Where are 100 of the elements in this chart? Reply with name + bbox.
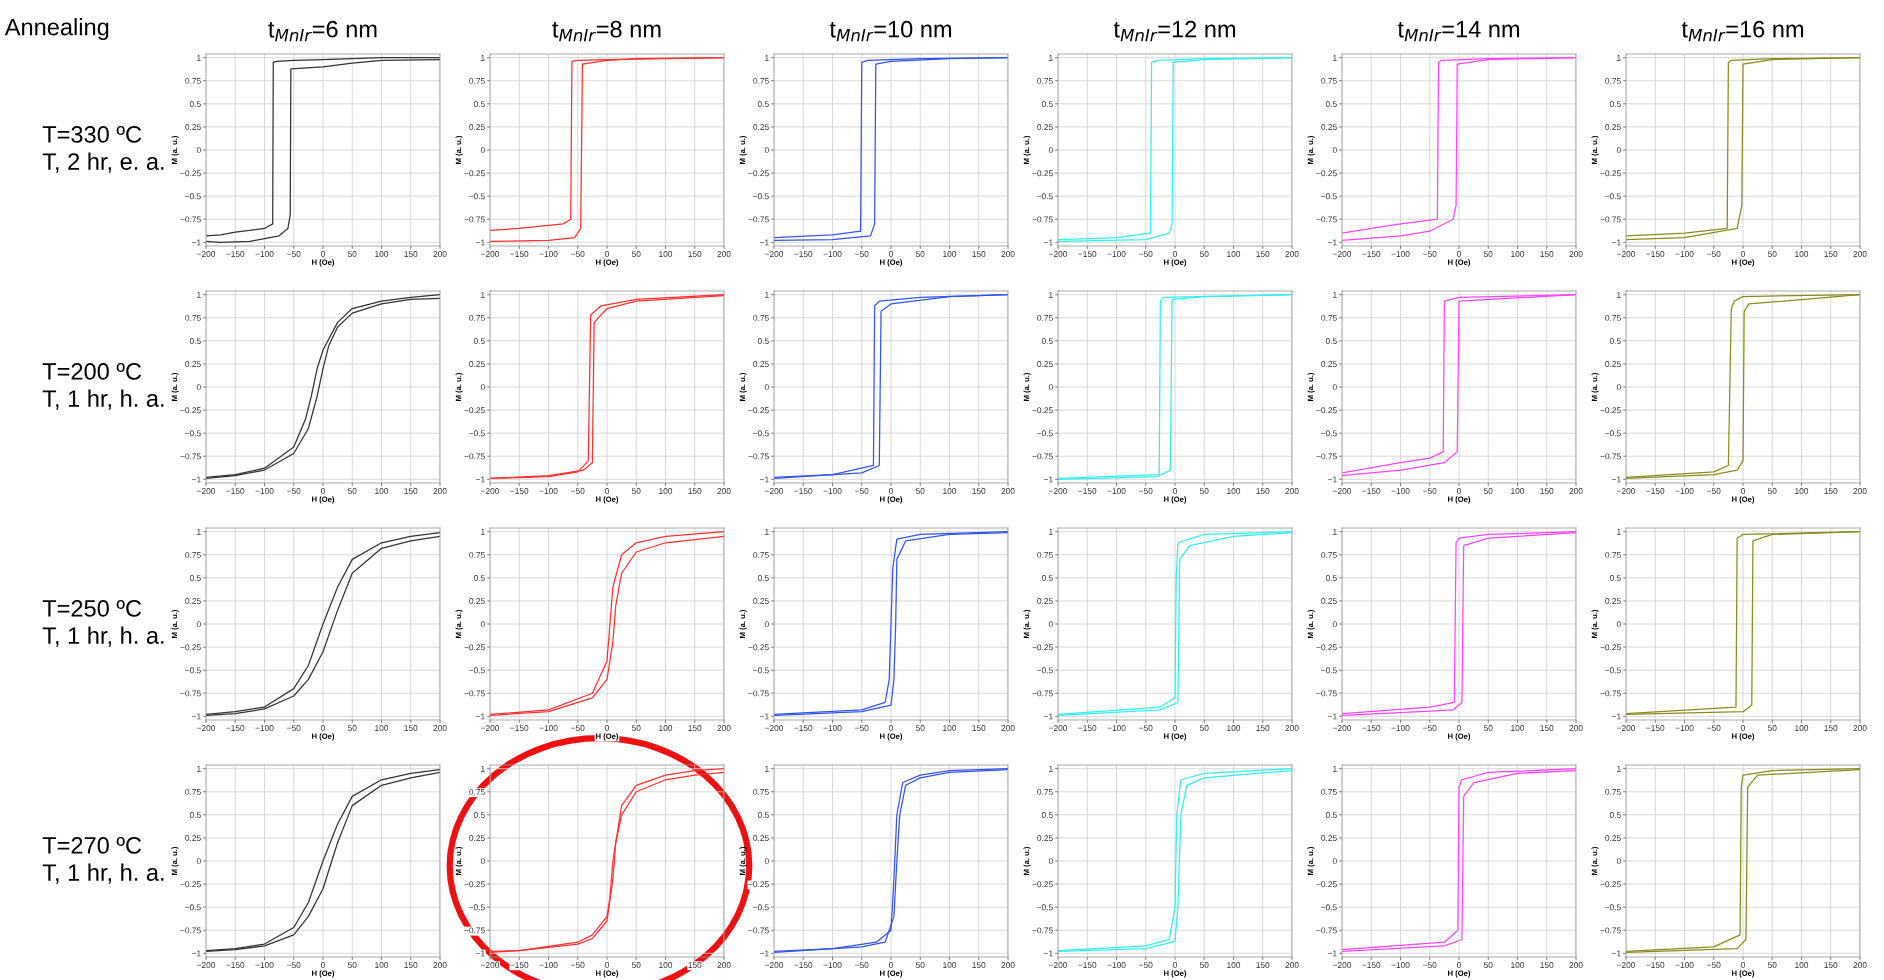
x-tick-label: 100 xyxy=(375,251,389,257)
x-tick-label: −50 xyxy=(855,488,869,494)
y-tick-label: 1 xyxy=(1617,528,1621,535)
y-tick-label: 0.75 xyxy=(1037,551,1053,558)
y-tick-label: −0.25 xyxy=(748,644,769,651)
x-tick-label: 100 xyxy=(1227,725,1241,731)
y-tick-label: 0 xyxy=(480,621,485,628)
x-tick-label: −150 xyxy=(1078,725,1097,731)
x-tick-label: 50 xyxy=(1767,725,1777,731)
x-tick-label: −150 xyxy=(1646,251,1665,257)
x-tick-label: 50 xyxy=(631,488,641,494)
x-tick-label: 50 xyxy=(1483,251,1493,257)
y-tick-label: 1 xyxy=(1333,291,1337,298)
x-tick-label: −150 xyxy=(1078,251,1097,257)
x-tick-label: 200 xyxy=(717,962,731,968)
x-tick-label: −50 xyxy=(1423,962,1437,968)
y-tick-label: −1 xyxy=(1044,950,1053,957)
y-tick-label: 0.75 xyxy=(469,788,485,795)
x-tick-label: −200 xyxy=(1049,488,1068,494)
y-tick-label: −0.25 xyxy=(464,170,485,177)
x-tick-label: −200 xyxy=(481,488,500,494)
y-tick-label: −0.75 xyxy=(1316,690,1337,697)
y-tick-label: 0.75 xyxy=(753,551,769,558)
y-tick-label: 0.5 xyxy=(1325,101,1337,107)
x-tick-label: 200 xyxy=(1285,251,1299,257)
y-tick-label: 0.5 xyxy=(1609,338,1621,344)
x-tick-label: −100 xyxy=(1675,962,1694,968)
x-tick-label: −200 xyxy=(197,488,216,494)
x-tick-label: 200 xyxy=(1569,725,1583,731)
y-tick-label: 0.75 xyxy=(1037,314,1053,321)
x-tick-label: 150 xyxy=(972,962,986,968)
y-tick-label: 1 xyxy=(1333,765,1337,772)
x-tick-label: −50 xyxy=(855,251,869,257)
y-tick-label: 0 xyxy=(1616,858,1621,865)
y-tick-label: −1 xyxy=(1612,713,1621,720)
y-tick-label: −0.5 xyxy=(753,904,769,911)
y-tick-label: −0.5 xyxy=(1605,193,1621,200)
x-tick-label: 50 xyxy=(1199,251,1209,257)
y-tick-label: −0.25 xyxy=(464,407,485,414)
y-tick-label: 0.75 xyxy=(1605,788,1621,795)
x-tick-label: 150 xyxy=(1824,962,1838,968)
y-tick-label: 0.75 xyxy=(1321,551,1337,558)
y-tick-label: −0.5 xyxy=(185,193,201,200)
y-tick-label: 0 xyxy=(1048,384,1053,391)
y-tick-label: 1 xyxy=(1617,291,1621,298)
y-tick-label: 0.5 xyxy=(757,812,769,818)
y-tick-label: 0.25 xyxy=(469,124,485,131)
x-tick-label: 150 xyxy=(688,251,702,257)
y-tick-label: 0.75 xyxy=(469,77,485,84)
y-tick-label: −1 xyxy=(192,476,201,483)
x-tick-label: 200 xyxy=(1001,725,1015,731)
x-tick-label: −200 xyxy=(1049,725,1068,731)
x-tick-label: 0 xyxy=(321,962,325,968)
x-tick-label: −150 xyxy=(510,488,529,494)
x-tick-label: 50 xyxy=(915,488,925,494)
x-tick-label: 150 xyxy=(404,725,418,731)
x-tick-label: 100 xyxy=(943,725,957,731)
x-tick-label: −100 xyxy=(1107,488,1126,494)
y-tick-label: 1 xyxy=(1617,54,1621,61)
y-tick-label: −1 xyxy=(760,713,769,720)
y-tick-label: −0.75 xyxy=(1032,690,1053,697)
y-tick-label: 0 xyxy=(1332,858,1337,865)
y-tick-label: 0.75 xyxy=(753,314,769,321)
x-tick-label: 0 xyxy=(321,725,325,731)
y-tick-label: 0 xyxy=(1332,621,1337,628)
x-tick-label: 0 xyxy=(1457,488,1461,494)
y-tick-label: −0.75 xyxy=(464,927,485,934)
x-tick-label: −100 xyxy=(1391,725,1410,731)
y-tick-label: −0.25 xyxy=(1600,881,1621,888)
y-tick-label: −0.5 xyxy=(1605,904,1621,911)
chart-title: t$_{MnIr}$=16 nm xyxy=(1681,20,1804,42)
y-tick-label: −0.75 xyxy=(1032,453,1053,460)
y-tick-label: 0.25 xyxy=(1321,361,1337,368)
x-tick-label: 200 xyxy=(717,488,731,494)
x-tick-label: −150 xyxy=(510,962,529,968)
y-tick-label: −0.5 xyxy=(185,667,201,674)
x-tick-label: 0 xyxy=(1741,488,1745,494)
y-tick-label: −1 xyxy=(476,950,485,957)
y-tick-label: 0 xyxy=(1616,621,1621,628)
x-tick-label: −200 xyxy=(1617,251,1636,257)
x-tick-label: 100 xyxy=(659,488,673,494)
x-tick-label: −100 xyxy=(1675,725,1694,731)
x-tick-label: −150 xyxy=(794,488,813,494)
y-tick-label: 0 xyxy=(196,858,201,865)
x-tick-label: 50 xyxy=(915,725,925,731)
y-tick-label: 0.25 xyxy=(1037,124,1053,131)
x-tick-label: −50 xyxy=(287,725,301,731)
x-tick-label: 200 xyxy=(433,251,447,257)
x-tick-label: 0 xyxy=(605,251,609,257)
text: Annealing xyxy=(4,18,109,41)
x-tick-label: 100 xyxy=(1795,251,1809,257)
y-tick-label: −0.5 xyxy=(1321,904,1337,911)
y-tick-label: 0.5 xyxy=(189,101,201,107)
y-tick-label: −1 xyxy=(1328,239,1337,246)
y-tick-label: −1 xyxy=(192,239,201,246)
x-tick-label: 200 xyxy=(1853,488,1867,494)
y-tick-label: 0.5 xyxy=(189,575,201,581)
x-tick-label: −50 xyxy=(1707,962,1721,968)
y-tick-label: −1 xyxy=(1612,950,1621,957)
y-tick-label: 0.5 xyxy=(473,575,485,581)
